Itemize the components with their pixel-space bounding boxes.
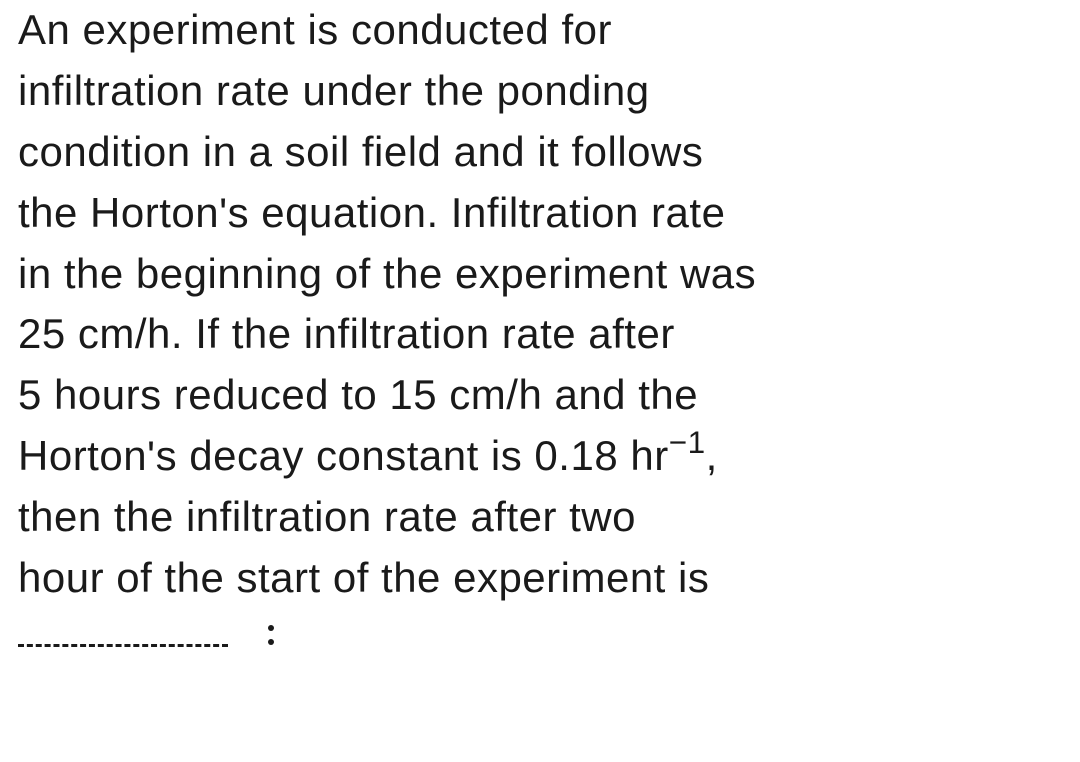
exponent: −1 [669, 424, 706, 460]
text-line-1: An experiment is conducted for [18, 0, 1062, 61]
text-line-5: in the beginning of the experiment was [18, 244, 1062, 305]
text-line-8-pre: Horton's decay constant is 0.18 hr [18, 432, 669, 479]
text-line-9: then the infiltration rate after two [18, 487, 1062, 548]
text-line-4: the Horton's equation. Infiltration rate [18, 183, 1062, 244]
colon-icon [268, 617, 274, 653]
answer-blank[interactable] [18, 623, 228, 647]
text-line-8-post: , [706, 432, 718, 479]
answer-blank-line [18, 609, 1062, 670]
text-line-10: hour of the start of the experiment is [18, 548, 1062, 609]
text-line-6: 25 cm/h. If the infiltration rate after [18, 304, 1062, 365]
text-line-8: Horton's decay constant is 0.18 hr−1, [18, 426, 1062, 487]
text-line-2: infiltration rate under the ponding [18, 61, 1062, 122]
problem-text: An experiment is conducted for infiltrat… [0, 0, 1080, 762]
text-line-3: condition in a soil field and it follows [18, 122, 1062, 183]
text-line-7: 5 hours reduced to 15 cm/h and the [18, 365, 1062, 426]
